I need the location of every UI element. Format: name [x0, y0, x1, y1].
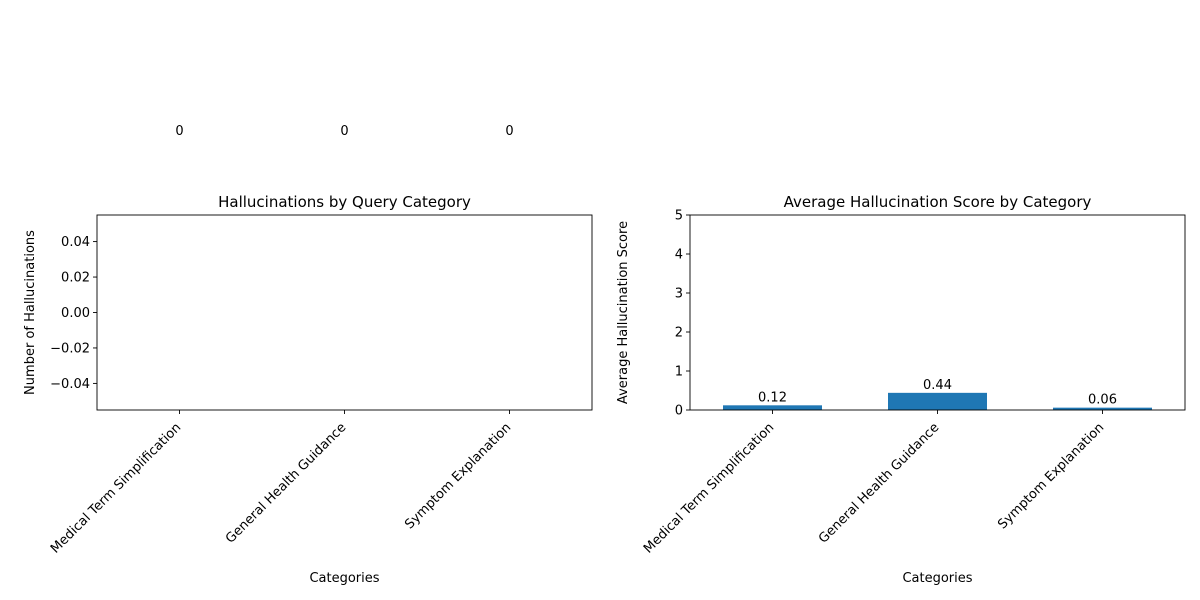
x-tick-label: General Health Guidance — [816, 420, 942, 546]
y-axis-label: Number of Hallucinations — [23, 230, 38, 395]
x-tick-label: Symptom Explanation — [995, 420, 1107, 532]
data-label: 0 — [340, 124, 348, 139]
x-tick-label: Medical Term Simplification — [48, 420, 184, 556]
x-tick-label: General Health Guidance — [223, 420, 349, 546]
chart-title: Hallucinations by Query Category — [218, 193, 471, 211]
x-tick-label: Symptom Explanation — [402, 420, 514, 532]
chart-title: Average Hallucination Score by Category — [784, 193, 1092, 211]
y-tick-label: 3 — [675, 287, 683, 302]
y-tick-label: −0.04 — [50, 377, 90, 392]
bar — [723, 405, 822, 410]
y-tick-label: 0 — [675, 404, 683, 419]
data-label: 0.06 — [1088, 393, 1117, 408]
y-tick-label: 0.02 — [61, 271, 90, 286]
data-label: 0.12 — [758, 390, 787, 405]
x-axis-label: Categories — [309, 571, 379, 586]
y-tick-label: 1 — [675, 365, 683, 380]
y-tick-label: 0.00 — [61, 306, 90, 321]
y-tick-label: 5 — [675, 209, 683, 224]
y-tick-label: 0.04 — [61, 235, 90, 250]
bar — [1053, 407, 1152, 410]
x-tick-label: Medical Term Simplification — [641, 420, 777, 556]
data-label: 0.44 — [923, 378, 952, 393]
data-label: 0 — [175, 124, 183, 139]
data-label: 0 — [505, 124, 513, 139]
y-axis-label: Average Hallucination Score — [616, 221, 631, 404]
x-axis-label: Categories — [902, 571, 972, 586]
y-tick-label: −0.02 — [50, 341, 90, 356]
y-tick-label: 4 — [675, 248, 683, 263]
y-tick-label: 2 — [675, 326, 683, 341]
bar — [888, 392, 987, 410]
